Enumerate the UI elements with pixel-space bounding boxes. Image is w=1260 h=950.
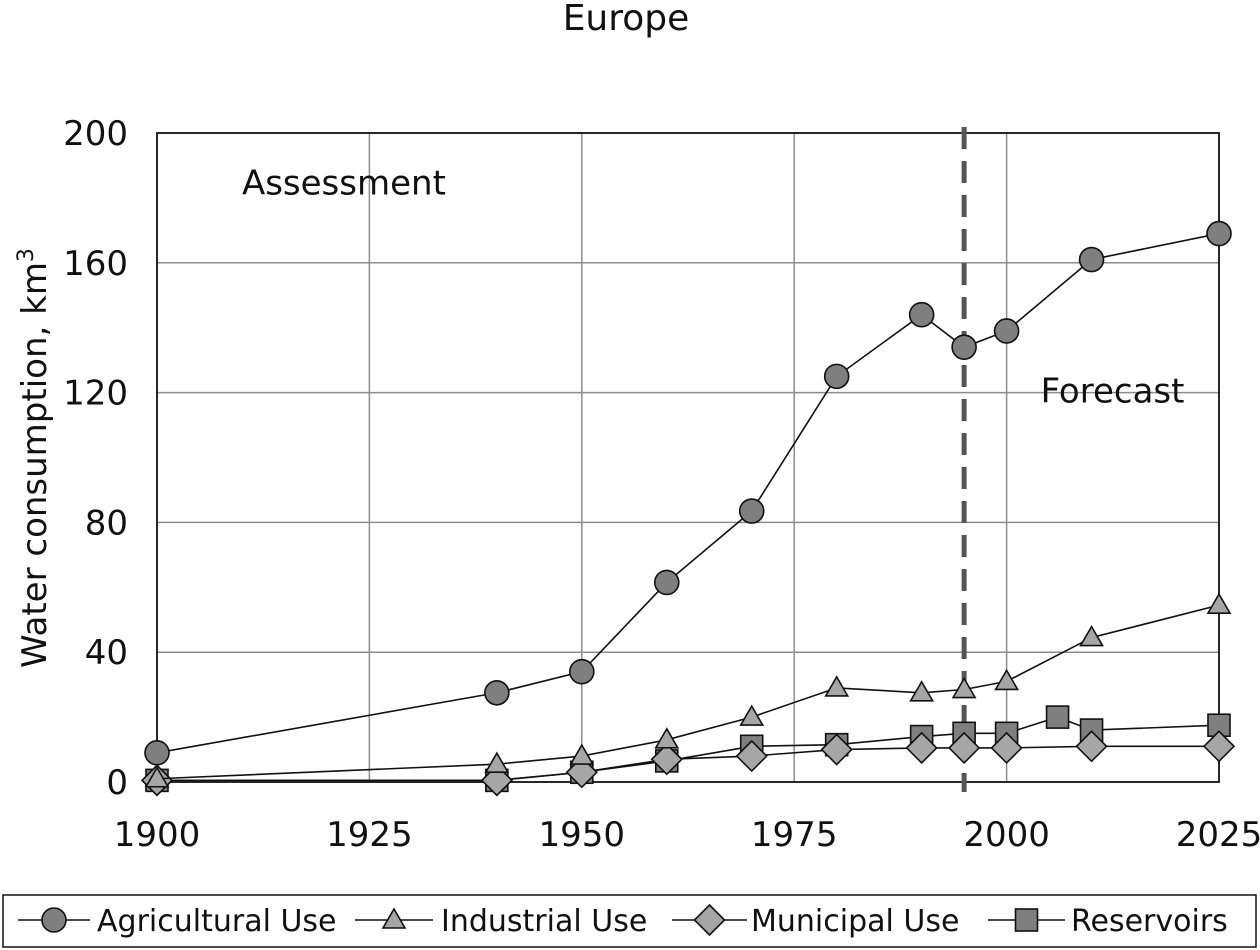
annotation-assessment: Assessment: [242, 164, 446, 204]
legend-label-agricultural-use: Agricultural Use: [97, 904, 337, 939]
data-point-agricultural-use-1995: [951, 334, 977, 360]
annotations: Assessment Forecast: [242, 164, 1184, 412]
y-tick-label-80: 80: [85, 503, 128, 543]
series-line-municipal-use: [157, 745, 1219, 782]
data-point-agricultural-use-1940: [484, 679, 510, 706]
data-point-industrial-use-1995: [951, 676, 977, 699]
annotation-forecast: Forecast: [1041, 371, 1185, 411]
series-municipal-use: [140, 730, 1236, 797]
legend: Agricultural Use Industrial Use Municipal …: [2, 894, 1257, 948]
data-point-agricultural-use-1900: [144, 739, 170, 766]
data-point-municipal-use-1980: [820, 733, 853, 766]
legend-item-industrial-use: Industrial Use: [355, 904, 647, 939]
legend-label-municipal-use: Municipal Use: [751, 904, 959, 939]
x-tick-label-1975: 1975: [751, 815, 838, 855]
y-tick-label-0: 0: [106, 763, 128, 803]
y-tick-label-120: 120: [63, 374, 128, 414]
data-point-municipal-use-2000: [990, 731, 1023, 765]
legend-marker-reservoirs: [1014, 908, 1039, 932]
data-point-industrial-use-1990: [909, 680, 935, 702]
legend-marker-agricultural-use: [41, 907, 67, 933]
x-tick-label-2000: 2000: [963, 815, 1050, 855]
data-point-municipal-use-1960: [650, 743, 683, 776]
data-point-municipal-use-1990: [905, 731, 938, 765]
data-point-industrial-use-1980: [824, 675, 850, 697]
legend-label-reservoirs: Reservoirs: [1071, 904, 1228, 939]
data-point-municipal-use-2010: [1075, 730, 1108, 763]
series-line-agricultural-use: [156, 232, 1220, 754]
data-point-industrial-use-1970: [739, 704, 765, 726]
y-axis-label-text: Water consumption, km: [15, 262, 55, 668]
plot-frame: [156, 132, 1220, 783]
legend-item-reservoirs: Reservoirs: [988, 904, 1228, 939]
data-point-industrial-use-1900: [144, 766, 170, 788]
data-point-agricultural-use-2000: [993, 318, 1020, 344]
series-agricultural-use: [144, 220, 1232, 766]
y-axis-label-superscript: 3: [14, 248, 39, 262]
series-line-industrial-use: [156, 604, 1220, 780]
data-point-agricultural-use-2010: [1078, 246, 1105, 273]
legend-box: [2, 894, 1257, 948]
data-point-industrial-use-1950: [569, 743, 595, 765]
x-tick-label-1900: 1900: [114, 815, 201, 855]
series-industrial-use: [144, 592, 1232, 788]
legend-marker-municipal-use: [693, 903, 726, 937]
y-tick-label-40: 40: [85, 633, 128, 673]
y-axis-label: Water consumption, km3: [14, 248, 55, 668]
series-reservoirs: [145, 705, 1231, 793]
x-tick-label-2025: 2025: [1176, 815, 1260, 855]
data-point-industrial-use-1960: [654, 727, 680, 749]
tick-labels: 0 40 80 120 160 200 1900 1925 1950 1975 2000 2025: [63, 114, 1260, 855]
y-tick-label-200: 200: [63, 114, 128, 154]
data-point-agricultural-use-1990: [908, 301, 935, 328]
data-point-industrial-use-2025: [1206, 592, 1232, 614]
data-point-agricultural-use-2025: [1206, 220, 1232, 247]
legend-label-industrial-use: Industrial Use: [441, 904, 647, 939]
data-point-agricultural-use-1970: [738, 498, 765, 524]
data-point-industrial-use-2000: [994, 668, 1019, 691]
legend-item-municipal-use: Municipal Use: [672, 903, 959, 939]
legend-marker-industrial-use: [381, 907, 407, 929]
data-point-municipal-use-2025: [1202, 730, 1236, 763]
x-tick-label-1950: 1950: [539, 815, 626, 855]
data-point-municipal-use-1970: [735, 739, 768, 773]
chart-title: Europe: [563, 0, 690, 39]
data-point-industrial-use-2010: [1079, 625, 1104, 647]
data-point-agricultural-use-1960: [653, 569, 680, 596]
x-tick-label-1925: 1925: [326, 815, 413, 855]
series-layer: [140, 220, 1236, 797]
data-point-industrial-use-1940: [484, 751, 510, 773]
data-point-municipal-use-1995: [947, 731, 981, 765]
data-point-agricultural-use-1980: [823, 363, 850, 390]
data-point-agricultural-use-1950: [568, 658, 595, 685]
legend-item-agricultural-use: Agricultural Use: [18, 904, 337, 939]
data-point-reservoirs-2006: [1045, 705, 1070, 729]
grid-lines: [156, 132, 1220, 783]
y-tick-label-160: 160: [63, 244, 128, 284]
